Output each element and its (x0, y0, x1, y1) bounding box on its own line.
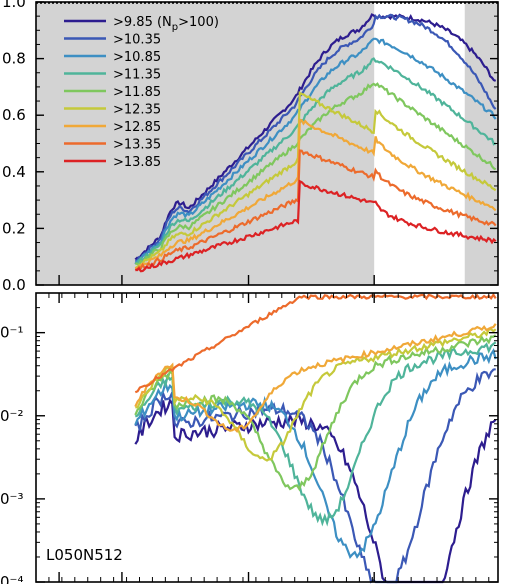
legend-label-tail: >100) (178, 15, 219, 30)
top-frame (35, 1, 499, 286)
y-tick-label: 0⁻¹ (0, 324, 23, 342)
y-tick-label: 0.4 (2, 163, 26, 181)
y-tick-label: 0⁻⁴ (0, 573, 23, 584)
series-line (134, 57, 497, 265)
bottom-plot-area (36, 293, 498, 582)
legend-label: >10.85 (113, 50, 161, 65)
series-line (134, 348, 497, 559)
legend-label: >11.35 (113, 68, 161, 83)
series-line (134, 334, 497, 492)
legend-label: >12.35 (113, 103, 161, 118)
legend-label: >13.85 (113, 155, 161, 170)
series-line (134, 341, 497, 527)
top-series-lines (134, 13, 497, 273)
y-tick-label: 0.0 (2, 276, 26, 294)
legend-label-subscript: p (172, 22, 178, 33)
series-line (134, 292, 497, 394)
series-line (134, 368, 496, 584)
series-line (134, 323, 497, 433)
series-line (134, 91, 497, 270)
series-line (135, 179, 497, 273)
legend-label: >13.35 (113, 138, 161, 153)
y-tick-label: 0.2 (2, 219, 26, 237)
y-tick-label: 0⁻³ (0, 490, 23, 508)
legend-label: >11.85 (113, 85, 161, 100)
series-line (135, 82, 497, 267)
y-tick-label: 1.0 (2, 0, 26, 11)
legend-label: >9.85 (Np>100) (113, 15, 219, 33)
legend-label: >10.35 (113, 33, 161, 48)
series-line (135, 118, 497, 270)
panel-label: L050N512 (46, 546, 123, 564)
legend: >9.85 (Np>100)>10.35 >10.85 >11.35 >11.85 >1… (64, 15, 219, 170)
series-line (134, 37, 497, 265)
y-tick-label: 0⁻² (0, 407, 23, 425)
y-tick-label: 0.8 (2, 50, 26, 68)
bottom-frame (35, 292, 499, 583)
bottom-panel: 0⁻¹ 0⁻² 0⁻³ 0⁻⁴ L050N512 (0, 275, 499, 584)
legend-label: >12.85 (113, 120, 161, 135)
series-line (134, 13, 497, 261)
series-line (134, 13, 497, 263)
top-panel: 0.00.20.40.60.81.0 >9.85 (Np>100)>10.35>… (2, 0, 499, 294)
y-tick-label: 0.6 (2, 106, 26, 124)
bottom-series-lines (134, 292, 497, 584)
series-line (134, 149, 497, 272)
series-line (135, 328, 497, 462)
